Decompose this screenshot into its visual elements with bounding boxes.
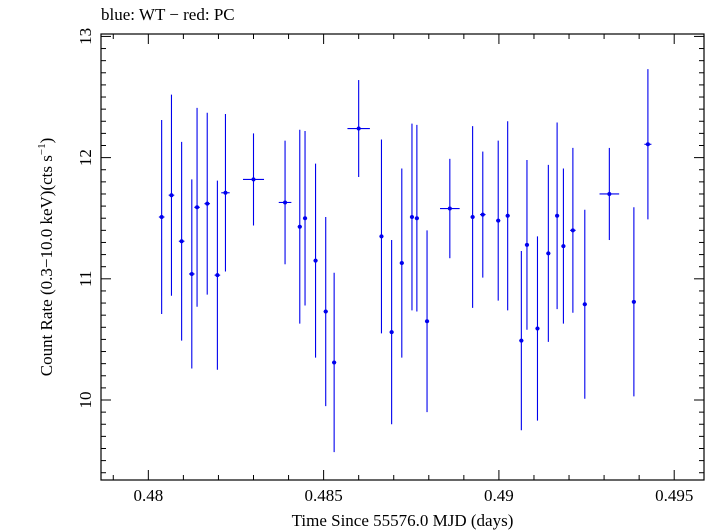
point-marker	[389, 330, 394, 335]
data-point	[194, 107, 200, 307]
y-axis-label: Count Rate (0.3−10.0 keV)(cts s−1)	[36, 138, 56, 377]
plot-frame	[100, 33, 705, 481]
data-point	[313, 163, 318, 358]
data-point	[158, 120, 165, 314]
point-marker	[159, 215, 164, 220]
point-marker	[297, 224, 302, 229]
data-point	[546, 164, 551, 342]
point-marker	[379, 234, 384, 239]
point-marker	[631, 299, 636, 304]
data-point	[278, 140, 292, 265]
data-point	[379, 139, 384, 334]
point-marker	[356, 126, 361, 131]
point-marker	[195, 205, 200, 210]
point-marker	[524, 242, 529, 247]
point-marker	[505, 213, 510, 218]
data-point	[409, 123, 415, 311]
point-marker	[189, 271, 194, 276]
point-marker	[179, 239, 184, 244]
point-marker	[399, 261, 404, 266]
data-point	[204, 112, 211, 295]
data-point	[414, 124, 419, 312]
point-marker	[546, 251, 551, 256]
data-point	[332, 272, 337, 453]
x-tick-label: 0.48	[133, 486, 163, 505]
data-point	[389, 240, 394, 425]
y-tick-label: 10	[76, 392, 95, 409]
data-point	[399, 168, 404, 358]
point-marker	[470, 215, 475, 220]
data-point	[168, 94, 175, 296]
point-marker	[313, 258, 318, 263]
data-point	[519, 250, 524, 431]
point-marker	[414, 216, 419, 221]
data-point	[323, 217, 328, 407]
point-marker	[303, 216, 308, 221]
point-marker	[555, 213, 560, 218]
y-tick-label: 12	[76, 149, 95, 166]
data-point	[188, 179, 195, 369]
data-point	[631, 207, 636, 397]
x-tick-label: 0.495	[655, 486, 693, 505]
point-marker	[496, 218, 501, 223]
data-point	[440, 158, 460, 259]
point-marker	[283, 200, 288, 205]
y-tick-label: 11	[76, 271, 95, 287]
data-point	[424, 230, 430, 413]
chart-title: blue: WT − red: PC	[101, 5, 235, 24]
point-marker	[409, 215, 414, 220]
data-point	[582, 209, 587, 399]
data-point	[505, 121, 510, 311]
data-point	[555, 122, 560, 310]
point-marker	[447, 206, 452, 211]
data-point	[347, 80, 370, 178]
point-marker	[535, 326, 540, 331]
point-marker	[425, 319, 430, 324]
x-tick-label: 0.485	[304, 486, 342, 505]
point-marker	[215, 273, 220, 278]
x-axis: 0.48 0.485 0.49 0.495	[112, 34, 693, 505]
x-tick-label: 0.49	[484, 486, 514, 505]
data-point	[221, 113, 230, 272]
point-marker	[480, 212, 485, 217]
data-point	[470, 126, 475, 308]
data-point	[524, 160, 530, 330]
data-points	[158, 69, 652, 453]
point-marker	[323, 309, 328, 314]
data-point	[535, 236, 540, 421]
point-marker	[251, 177, 256, 182]
point-marker	[332, 360, 337, 365]
data-point	[570, 147, 576, 313]
data-point	[302, 130, 308, 306]
point-marker	[169, 193, 174, 198]
y-axis: 10 11 12 13	[76, 28, 704, 474]
data-point	[479, 151, 486, 278]
data-point	[599, 147, 620, 241]
point-marker	[645, 142, 650, 147]
data-point	[644, 69, 652, 220]
data-point	[297, 129, 302, 324]
point-marker	[570, 228, 575, 233]
data-point	[242, 133, 265, 226]
point-marker	[607, 191, 612, 196]
data-point	[178, 141, 185, 341]
y-tick-label: 13	[76, 28, 95, 45]
data-point	[214, 180, 221, 370]
point-marker	[519, 338, 524, 343]
point-marker	[561, 244, 566, 249]
data-point	[496, 140, 501, 301]
point-marker	[582, 302, 587, 307]
point-marker	[223, 190, 228, 195]
data-point	[561, 168, 566, 324]
point-marker	[205, 201, 210, 206]
x-axis-label: Time Since 55576.0 MJD (days)	[292, 511, 514, 530]
